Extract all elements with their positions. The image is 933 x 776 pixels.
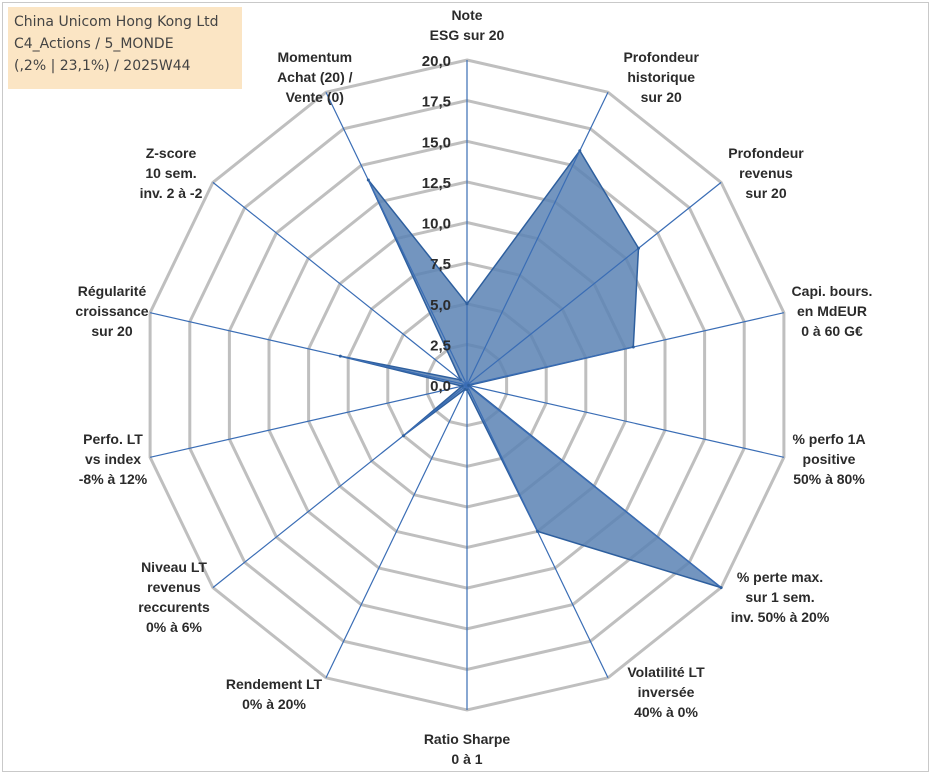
axis-label-line: croissance	[75, 303, 148, 319]
axis-label-line: Profondeur	[623, 49, 699, 65]
axis-label-line: Rendement LT	[226, 676, 323, 692]
data-point	[536, 529, 539, 533]
axis-label: Niveau LT revenus reccurents 0% à 6%	[138, 559, 210, 635]
axis-label-line: 0% à 20%	[242, 696, 306, 712]
title-box: China Unicom Hong Kong Ltd C4_Actions / …	[8, 7, 242, 89]
data-point	[465, 302, 469, 306]
axis-label-line: Ratio Sharpe	[424, 731, 511, 747]
tick-label: 10,0	[422, 216, 451, 233]
title-company: China Unicom Hong Kong Ltd	[14, 14, 219, 30]
spoke-line	[212, 384, 468, 589]
axis-label-line: revenus	[147, 579, 201, 595]
axis-label-line: Z-score	[146, 145, 197, 161]
axis-label-line: -8% à 12%	[79, 471, 148, 487]
data-point	[463, 387, 467, 391]
tick-label: 7,5	[430, 256, 451, 273]
axis-label-line: sur 1 sem.	[745, 589, 814, 605]
axis-label-line: 10 sem.	[145, 165, 196, 181]
axis-label-line: inv. 50% à 20%	[731, 609, 830, 625]
axis-label-line: 0 à 1	[451, 751, 482, 767]
axis-label-line: Note	[451, 7, 482, 23]
axis-label-line: en MdEUR	[797, 303, 867, 319]
axis-label: Capi. bours. en MdEUR 0 à 60 G€	[792, 283, 873, 339]
axis-label-line: % perfo 1A	[792, 431, 865, 447]
axis-label: % perte max. sur 1 sem. inv. 50% à 20%	[731, 569, 830, 625]
axis-label: % perfo 1A positive 50% à 80%	[792, 431, 865, 487]
axis-label-line: inv. 2 à -2	[140, 185, 203, 201]
axis-label: Note ESG sur 20	[430, 7, 505, 43]
spoke-line	[325, 384, 468, 679]
axis-label-line: % perte max.	[737, 569, 823, 585]
axis-label: Profondeur historique sur 20	[623, 49, 699, 105]
data-point	[338, 354, 342, 358]
axis-label-line: Perfo. LT	[83, 431, 143, 447]
title-category: C4_Actions / 5_MONDE	[14, 36, 174, 52]
spoke-line	[212, 181, 468, 386]
data-point	[460, 384, 464, 388]
spoke-line	[149, 384, 468, 458]
tick-label: 2,5	[430, 337, 451, 354]
spoke-line	[149, 312, 468, 386]
data-point	[578, 149, 582, 153]
axis-label-line: sur 20	[745, 185, 786, 201]
axis-label: Momentum Achat (20) / Vente (0)	[277, 49, 353, 105]
axis-label-line: Vente (0)	[286, 89, 344, 105]
axis-label-line: Achat (20) /	[277, 69, 353, 85]
axis-label-line: Régularité	[78, 283, 147, 299]
axis-label-line: 0 à 60 G€	[801, 323, 863, 339]
tick-label: 15,0	[422, 134, 451, 151]
tick-label: 0,0	[430, 378, 451, 395]
title-period: (,2% | 23,1%) / 2025W44	[14, 58, 191, 74]
axis-label: Rendement LT 0% à 20%	[226, 676, 323, 712]
data-point	[467, 383, 471, 387]
spoke-line	[466, 312, 785, 386]
spoke-line	[466, 384, 785, 458]
axis-label-line: vs index	[85, 451, 141, 467]
axis-label-line: historique	[627, 69, 695, 85]
tick-label: 12,5	[422, 175, 451, 192]
axis-label: Ratio Sharpe 0 à 1	[424, 731, 511, 767]
axis-label-line: revenus	[739, 165, 793, 181]
data-point	[366, 178, 370, 182]
axis-label-line: ESG sur 20	[430, 27, 505, 43]
axis-label: Régularité croissance sur 20	[75, 283, 148, 339]
data-point	[402, 434, 405, 438]
data-point	[459, 378, 463, 382]
axis-label: Z-score 10 sem. inv. 2 à -2	[140, 145, 203, 201]
axis-label-line: Momentum	[277, 49, 352, 65]
axis-label-line: positive	[803, 451, 856, 467]
axis-label-line: reccurents	[138, 599, 210, 615]
data-point	[719, 586, 723, 590]
axis-label-line: 0% à 6%	[146, 619, 203, 635]
tick-label: 17,5	[422, 94, 451, 111]
axis-label-line: Capi. bours.	[792, 283, 873, 299]
axis-label-line: sur 20	[91, 323, 132, 339]
spoke-line	[325, 91, 468, 386]
tick-label: 5,0	[430, 297, 451, 314]
spoke-line	[466, 384, 722, 589]
axis-labels: Note ESG sur 20 Profondeur historique sur 20…	[75, 7, 872, 767]
axis-label: Volatilité LT inversée 40% à 0%	[627, 664, 705, 720]
spoke-line	[466, 181, 722, 386]
axis-label-line: inversée	[638, 684, 695, 700]
data-point	[637, 246, 640, 250]
axis-label-line: 50% à 80%	[793, 471, 865, 487]
data-point	[631, 345, 635, 349]
tick-label: 20,0	[422, 53, 451, 70]
spoke-line	[466, 91, 609, 386]
axis-label: Perfo. LT vs index -8% à 12%	[79, 431, 148, 487]
axis-label-line: Niveau LT	[141, 559, 207, 575]
tick-labels: 0,0 2,5 5,0 7,5 10,0 12,5 15,0 17,5 20,0	[422, 53, 451, 395]
axis-label-line: sur 20	[641, 89, 682, 105]
axis-label-line: Volatilité LT	[627, 664, 705, 680]
axis-label: Profondeur revenus sur 20	[728, 145, 804, 201]
axis-label-line: 40% à 0%	[634, 704, 698, 720]
axis-label-line: Profondeur	[728, 145, 804, 161]
